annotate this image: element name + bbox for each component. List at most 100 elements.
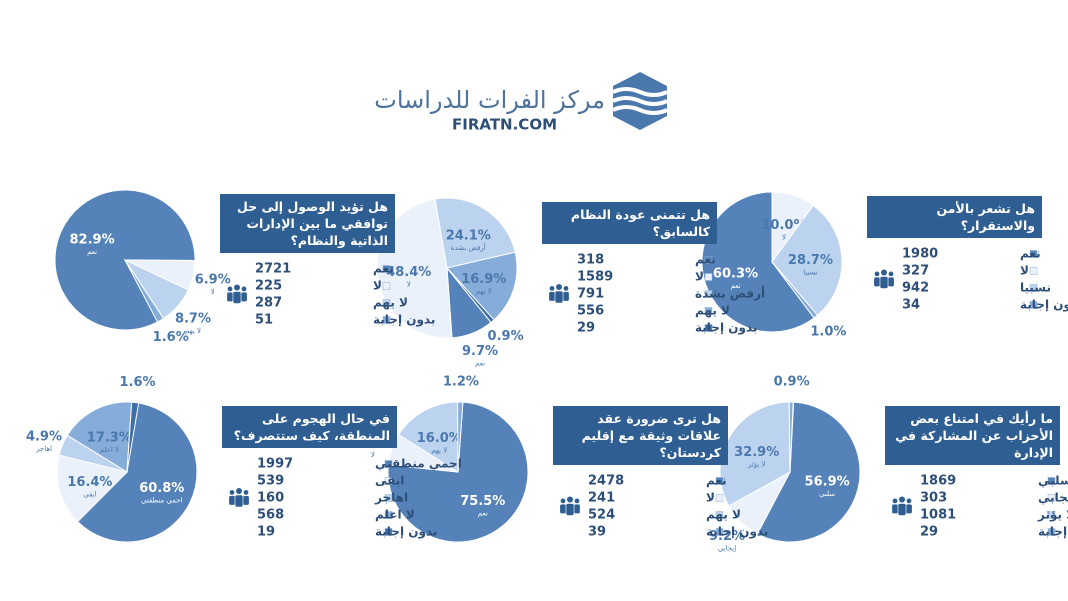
legend-count: 34 <box>902 298 920 313</box>
pie-slice <box>446 251 518 321</box>
legend-count: 1589 <box>577 270 613 285</box>
legend-marker <box>1047 528 1056 536</box>
percent-label: 60.3% <box>713 267 758 282</box>
icon-body <box>891 503 899 515</box>
percent-label: 1.2% <box>443 375 479 390</box>
icon-head <box>549 286 555 291</box>
legend-marker <box>1029 301 1038 309</box>
icon-head <box>227 286 233 292</box>
legend-count: 327 <box>902 264 929 279</box>
legend-count: 568 <box>257 508 284 523</box>
icon-body <box>565 503 575 516</box>
slice-label: لا يهم <box>185 327 201 335</box>
icon-head <box>236 488 242 494</box>
legend-marker <box>382 299 391 307</box>
percent-label: 60.8% <box>139 481 184 496</box>
legend-count: 1980 <box>902 247 938 262</box>
legend-count: 51 <box>255 313 273 328</box>
icon-head <box>560 498 566 504</box>
percent-label: 1.6% <box>153 330 189 345</box>
legend-count: 1997 <box>257 457 293 472</box>
pie-slice <box>719 401 791 507</box>
legend-label: اهاجر <box>374 491 408 505</box>
icon-head <box>563 286 569 291</box>
icon-head <box>241 286 247 292</box>
percent-label: 82.9% <box>70 233 115 248</box>
people-icon <box>891 496 913 516</box>
icon-head <box>892 498 898 504</box>
logo-title: مركز الفرات للدراسات <box>374 86 605 114</box>
percent-label: 6.9% <box>195 273 231 288</box>
legend-marker <box>704 290 713 298</box>
percent-label: 10.0% <box>761 218 806 233</box>
legend-label: ابقى <box>375 474 404 488</box>
slice-label: لا <box>782 233 786 241</box>
legend-label: نعم <box>695 253 716 267</box>
legend-marker <box>1029 267 1038 275</box>
legend-marker <box>384 494 393 502</box>
icon-body <box>879 276 889 289</box>
legend-label: لا <box>1020 264 1029 278</box>
icon-body <box>234 494 244 508</box>
legend-count: 539 <box>257 474 284 489</box>
legend-marker <box>384 528 393 536</box>
legend-marker <box>704 324 713 332</box>
icon-body <box>228 495 236 506</box>
icon-head <box>574 498 580 504</box>
legend-marker <box>382 282 391 290</box>
legend-count: 160 <box>257 491 284 506</box>
slice-label: إيجابي <box>718 544 736 552</box>
icon-head <box>556 284 562 290</box>
slice-label: لا <box>371 451 375 459</box>
legend-count: 287 <box>255 296 282 311</box>
legend-count: 39 <box>588 525 606 540</box>
chart-title: هل تتمنى عودة النظام كالسابق؟ <box>542 202 717 244</box>
slice-label: نعم <box>475 360 485 368</box>
percent-label: 0.9% <box>488 329 524 344</box>
legend-marker <box>1047 477 1056 485</box>
people-icon <box>559 496 581 516</box>
percent-label: 9.7% <box>462 344 498 359</box>
percent-label: 1.0% <box>810 325 846 340</box>
legend-label: نسبيا <box>1020 281 1051 295</box>
legend-count: 19 <box>257 525 275 540</box>
legend-count: 556 <box>577 304 604 319</box>
pie-slice <box>701 191 815 333</box>
chart-title: هل ترى ضرورة عقد علاقات وثيقة مع إقليم ك… <box>553 406 728 465</box>
legend-marker <box>715 494 724 502</box>
legend-label: لا اعلم <box>375 508 415 522</box>
slice-label: نعم <box>730 282 740 290</box>
slice-label: لا يهم <box>431 446 447 454</box>
slice-label: نعم <box>87 248 97 256</box>
pie-slice <box>66 401 133 473</box>
pie-slice <box>434 197 516 269</box>
slice-label: لا <box>211 288 215 296</box>
icon-body <box>559 503 567 515</box>
legend-marker <box>384 511 393 519</box>
icon-body <box>226 291 234 303</box>
slice-label: سلبي <box>819 490 835 498</box>
icon-head <box>906 498 912 504</box>
legend-marker <box>704 273 713 281</box>
legend-label: احمي منطقتي <box>375 457 462 471</box>
logo-subtitle: FIRATN.COM <box>452 116 557 134</box>
percent-label: 75.5% <box>460 494 505 509</box>
pie-slice <box>788 401 794 473</box>
legend-marker <box>1029 284 1038 292</box>
percent-label: 8.7% <box>175 311 211 326</box>
legend-label: بدون إجابة <box>706 525 768 540</box>
percent-label: 16.4% <box>67 475 112 490</box>
icon-body <box>240 291 248 303</box>
chart-title: في حال الهجوم على المنطقة، كيف ستتصرف؟ <box>222 406 397 448</box>
slice-label: لا يؤثر <box>747 461 766 469</box>
percent-label: 16.9% <box>461 272 506 287</box>
pie-slice <box>376 198 453 339</box>
legend-label: لا يؤثر <box>1037 508 1068 523</box>
legend-label: لا <box>373 279 382 293</box>
legend-count: 241 <box>588 491 615 506</box>
icon-body <box>554 290 564 304</box>
people-icon <box>548 284 570 304</box>
slice-label: احمي منطقتي <box>141 497 183 505</box>
icon-body <box>232 291 242 304</box>
